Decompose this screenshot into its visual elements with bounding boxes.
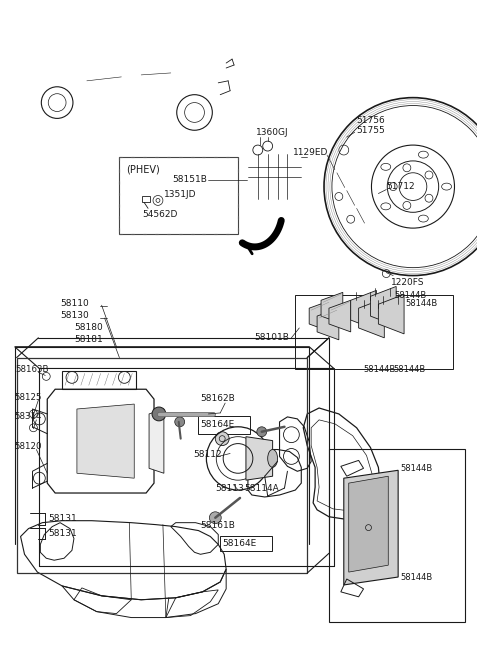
Text: 1360GJ: 1360GJ xyxy=(256,127,288,137)
Text: 58144B: 58144B xyxy=(394,291,426,300)
Text: 58112: 58112 xyxy=(193,450,222,459)
Text: 58164E: 58164E xyxy=(201,421,235,430)
Text: 58151B: 58151B xyxy=(172,175,207,184)
Text: 58130: 58130 xyxy=(60,311,89,320)
Polygon shape xyxy=(246,437,273,480)
Text: 51712: 51712 xyxy=(386,182,415,191)
Text: 1129ED: 1129ED xyxy=(293,148,329,157)
Text: 58131: 58131 xyxy=(48,514,77,523)
Text: 58120: 58120 xyxy=(14,442,42,451)
Ellipse shape xyxy=(268,450,277,467)
Text: 58162B: 58162B xyxy=(201,393,235,402)
Text: 1351JD: 1351JD xyxy=(164,190,196,199)
Text: 58180: 58180 xyxy=(74,324,103,333)
Text: 58144B: 58144B xyxy=(363,365,396,374)
Text: 58113: 58113 xyxy=(216,483,244,492)
Text: 58163B: 58163B xyxy=(16,365,49,374)
Polygon shape xyxy=(252,448,264,470)
Text: 58125: 58125 xyxy=(14,393,42,402)
Text: 58144B: 58144B xyxy=(400,573,432,582)
Polygon shape xyxy=(317,308,339,340)
Text: 51755: 51755 xyxy=(357,126,385,135)
Text: 58110: 58110 xyxy=(60,299,89,308)
Text: 1220FS: 1220FS xyxy=(391,278,425,287)
Text: (PHEV): (PHEV) xyxy=(126,165,160,175)
Circle shape xyxy=(175,417,185,427)
Polygon shape xyxy=(359,298,384,338)
Polygon shape xyxy=(329,300,351,332)
Text: 58114A: 58114A xyxy=(244,483,279,492)
Text: 54562D: 54562D xyxy=(142,210,178,219)
Text: 58181: 58181 xyxy=(74,335,103,344)
Text: 58144B: 58144B xyxy=(393,365,425,374)
Text: 58164E: 58164E xyxy=(222,539,256,548)
Circle shape xyxy=(209,512,221,523)
Text: 58161B: 58161B xyxy=(201,521,235,530)
Polygon shape xyxy=(349,476,388,572)
Text: 58144B: 58144B xyxy=(405,299,437,308)
Polygon shape xyxy=(344,470,398,585)
Polygon shape xyxy=(321,292,343,324)
Polygon shape xyxy=(149,409,164,473)
Circle shape xyxy=(152,407,166,421)
Polygon shape xyxy=(309,300,331,332)
Polygon shape xyxy=(378,294,404,334)
Polygon shape xyxy=(77,404,134,478)
Text: 58314: 58314 xyxy=(14,412,42,421)
Circle shape xyxy=(216,432,229,446)
Circle shape xyxy=(257,427,267,437)
Text: 58131: 58131 xyxy=(48,529,77,538)
Polygon shape xyxy=(351,291,376,330)
Text: 51756: 51756 xyxy=(357,116,385,125)
Text: 58101B: 58101B xyxy=(254,333,288,342)
Text: 58144B: 58144B xyxy=(400,464,432,473)
Polygon shape xyxy=(371,287,396,326)
